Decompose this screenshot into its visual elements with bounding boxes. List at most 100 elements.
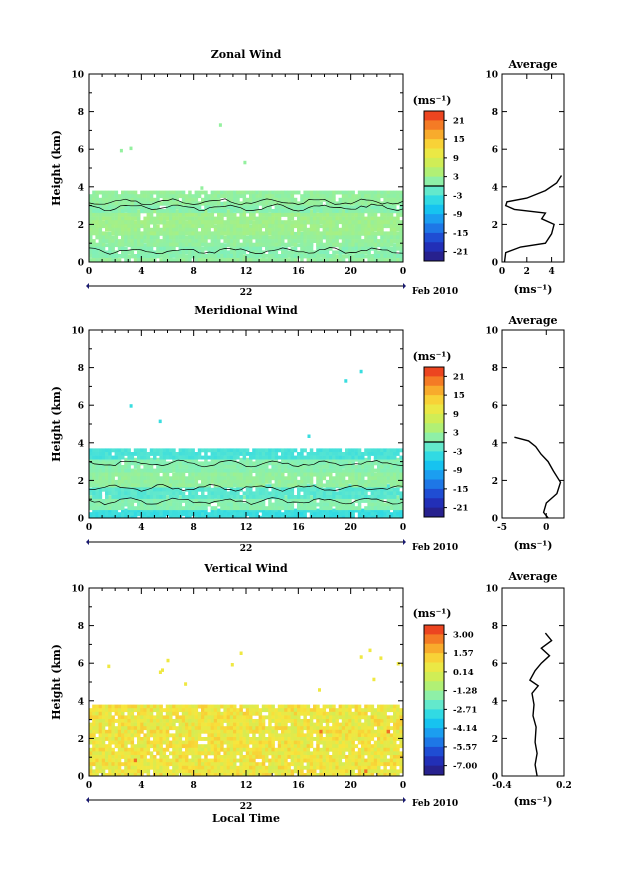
heatmap-cell — [92, 250, 96, 255]
heatmap-cell — [393, 201, 397, 206]
heatmap-cell — [162, 476, 167, 481]
heatmap-cell — [101, 487, 106, 492]
heatmap-cell — [389, 704, 394, 709]
heatmap-cell — [92, 472, 96, 477]
heatmap-cell — [108, 235, 112, 240]
heatmap-cell — [117, 491, 122, 496]
heatmap-cell — [274, 483, 279, 488]
heatmap-cell — [345, 487, 349, 492]
heatmap-cell — [185, 224, 189, 229]
heatmap-cell — [364, 254, 368, 259]
heatmap-cell — [338, 476, 343, 481]
heatmap-cell — [172, 235, 176, 240]
heatmap-cell — [373, 235, 378, 240]
heatmap-cell — [338, 213, 343, 217]
heatmap-cell — [124, 194, 128, 199]
heatmap-cell — [229, 231, 234, 236]
heatmap-cell — [185, 194, 189, 199]
heatmap-cell — [169, 242, 173, 247]
heatmap-cell — [153, 487, 157, 492]
colorbar-segment — [424, 204, 444, 215]
heatmap-cell — [329, 512, 333, 517]
heatmap-cell — [274, 476, 279, 481]
heatmap-cell — [197, 220, 202, 225]
heatmap-cell — [351, 512, 355, 517]
heatmap-cell — [361, 508, 365, 513]
heatmap-cell — [223, 235, 227, 240]
heatmap-cell — [316, 491, 320, 496]
heatmap-cell — [114, 254, 119, 258]
heatmap-cell — [293, 213, 298, 217]
heatmap-cell — [348, 495, 352, 499]
heatmap-cell — [300, 495, 304, 499]
heatmap-cell — [297, 216, 301, 221]
heatmap-cell — [181, 258, 186, 262]
heatmap-cell — [284, 448, 288, 453]
heatmap-cell — [226, 461, 231, 466]
heatmap-cell — [178, 455, 183, 460]
heatmap-cell — [213, 487, 218, 492]
heatmap-cell — [92, 254, 96, 258]
heatmap-cell — [271, 506, 275, 511]
heatmap-cell — [243, 160, 247, 165]
heatmap-cell — [124, 491, 128, 496]
heatmap-cell — [194, 515, 199, 518]
heatmap-cell — [271, 487, 275, 492]
heatmap-cell — [101, 201, 106, 206]
heatmap-cell — [252, 708, 256, 713]
heatmap-cell — [188, 246, 192, 251]
heatmap-cell — [223, 243, 227, 248]
colorbar-segment — [424, 251, 444, 262]
heatmap-cell — [252, 499, 256, 503]
heatmap-cell — [98, 708, 103, 713]
heatmap-cell — [396, 242, 400, 247]
heatmap-cell — [98, 468, 103, 473]
heatmap-cell — [98, 499, 103, 503]
heatmap-cell — [357, 499, 362, 503]
heatmap-cell — [172, 197, 176, 202]
heatmap-cell — [204, 205, 208, 210]
heatmap-cell — [140, 209, 144, 213]
heatmap-cell — [178, 254, 183, 258]
heatmap-cell — [143, 479, 147, 484]
heatmap-cell — [191, 231, 195, 236]
heatmap-cell — [383, 216, 387, 221]
heatmap-cell — [377, 452, 381, 456]
heatmap-cell — [373, 479, 378, 484]
heatmap-cell — [361, 457, 365, 462]
heatmap-cell — [137, 704, 141, 709]
heatmap-cell — [351, 235, 355, 240]
heatmap-cell — [370, 220, 375, 225]
heatmap-cell — [287, 205, 291, 210]
heatmap-cell — [108, 254, 112, 258]
heatmap-cell — [351, 479, 355, 484]
heatmap-cell — [287, 502, 291, 507]
heatmap-cell — [223, 515, 227, 518]
heatmap-cell — [201, 227, 205, 232]
average-y-tick-label: 8 — [492, 364, 498, 374]
heatmap-cell — [284, 704, 288, 709]
heatmap-cell — [341, 457, 346, 462]
heatmap-cell — [137, 457, 141, 462]
heatmap-cell — [223, 704, 227, 709]
heatmap-cell — [220, 476, 224, 481]
heatmap-cell — [265, 515, 269, 518]
heatmap-cell — [114, 258, 119, 262]
heatmap-cell — [111, 461, 115, 466]
heatmap-cell — [281, 448, 285, 453]
heatmap-cell — [146, 499, 151, 503]
heatmap-cell — [130, 213, 135, 217]
heatmap-cell — [377, 194, 381, 199]
heatmap-cell — [383, 508, 387, 513]
heatmap-cell — [117, 246, 122, 251]
y-axis-label: Height (km) — [50, 130, 63, 206]
heatmap-cell — [396, 502, 400, 507]
heatmap-cell — [345, 246, 349, 251]
heatmap-cell — [111, 487, 115, 492]
heatmap-cell — [287, 457, 291, 462]
heatmap-cell — [201, 216, 205, 221]
heatmap-cell — [226, 209, 231, 214]
heatmap-cell — [332, 499, 336, 503]
heatmap-cell — [95, 224, 99, 229]
heatmap-cell — [373, 250, 378, 255]
